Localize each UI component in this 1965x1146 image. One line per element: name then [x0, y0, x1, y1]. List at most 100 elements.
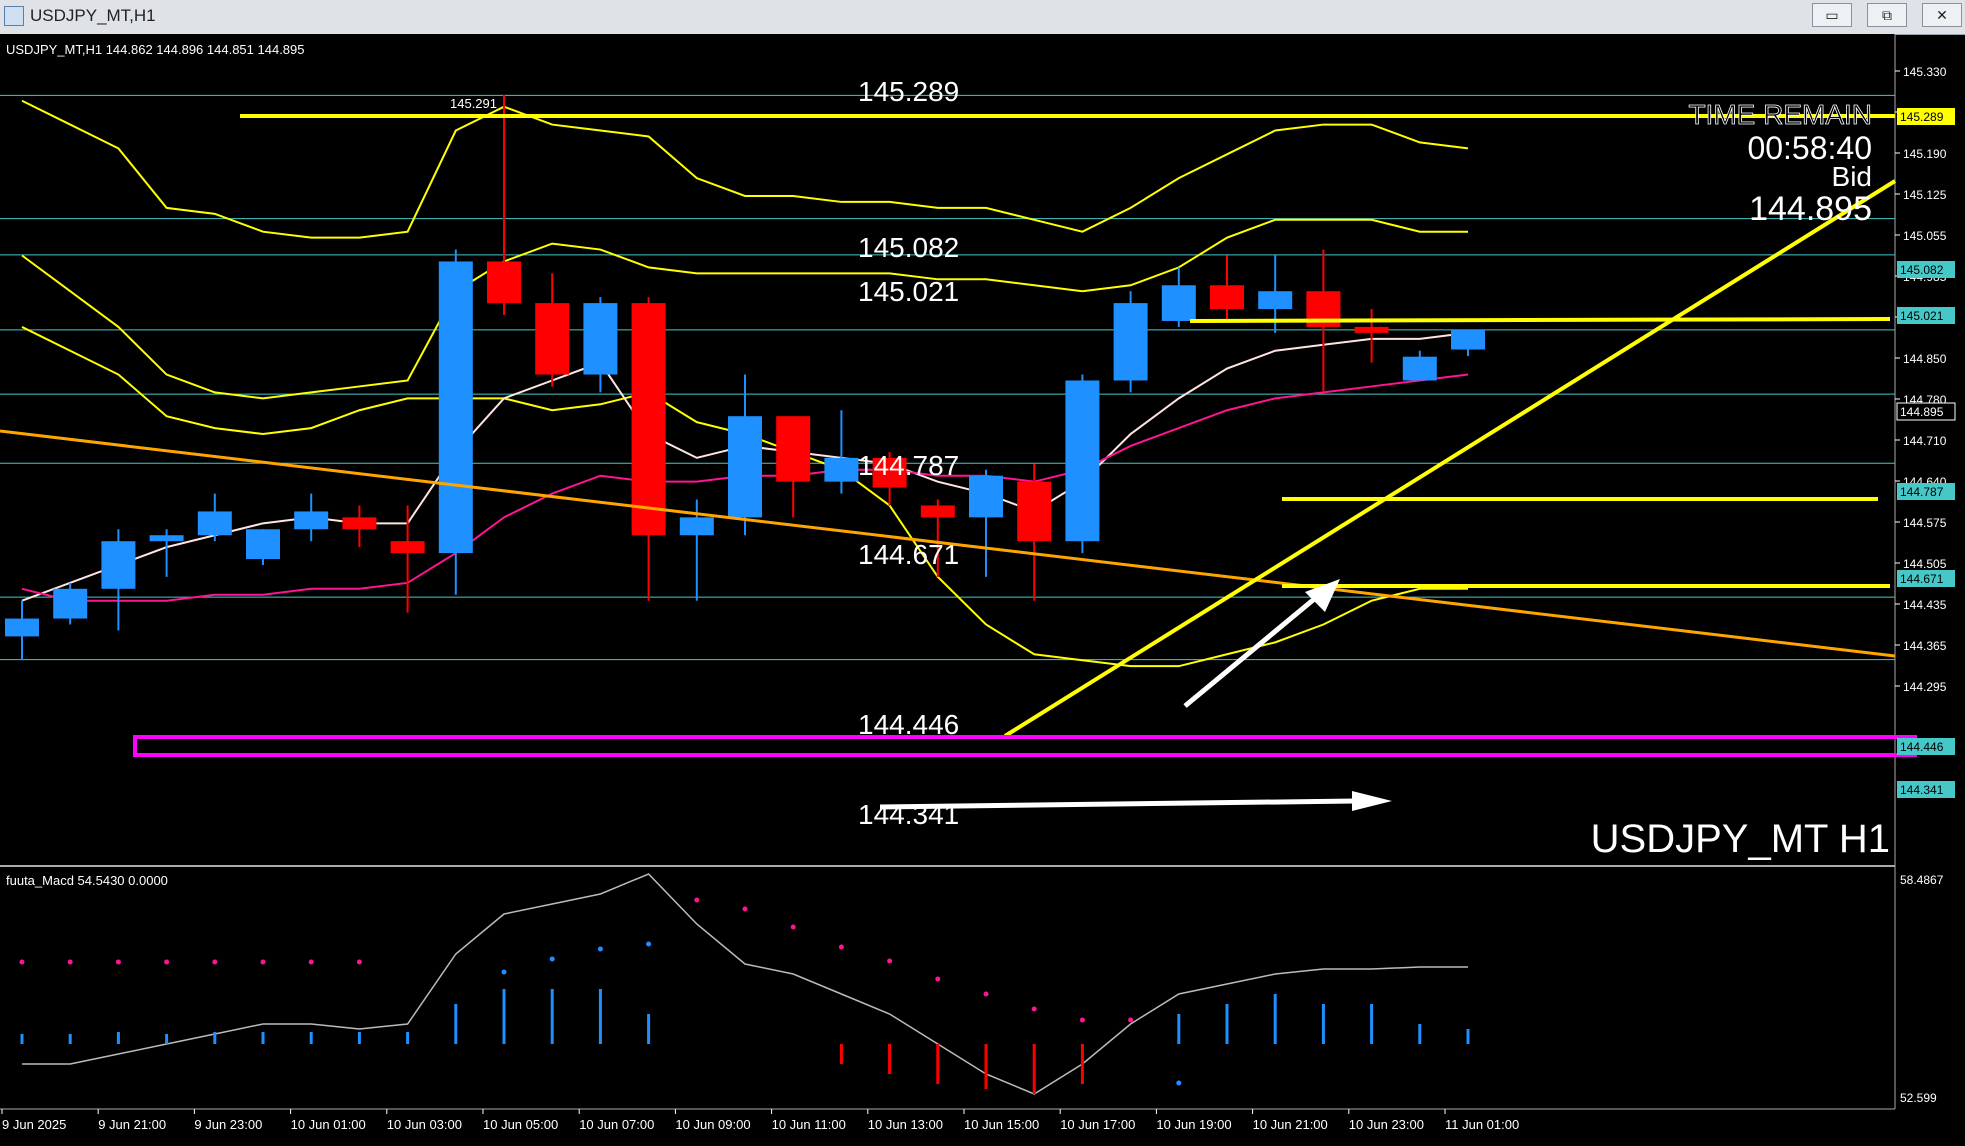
price-tag-box	[1897, 738, 1955, 755]
candle-up[interactable]	[197, 511, 232, 536]
candle-up[interactable]	[294, 511, 329, 530]
up-arrow-head	[1305, 579, 1340, 612]
macd-signal-line	[22, 873, 1468, 1095]
candle-up[interactable]	[728, 416, 762, 518]
close-button[interactable]: ✕	[1922, 3, 1962, 27]
macd-signal-dot	[212, 959, 218, 965]
price-axis-tick-label: 145.125	[1903, 188, 1947, 202]
time-axis-label: 10 Jun 11:00	[772, 1117, 846, 1132]
candle-up[interactable]	[246, 529, 280, 560]
candle-up[interactable]	[1402, 356, 1437, 381]
chart-area[interactable]: 145.289 145.082 145.021 144.787 144.671 144.4…	[0, 34, 1965, 1141]
candle-up[interactable]	[679, 517, 714, 536]
candle-down[interactable]	[776, 416, 811, 482]
resistance-line-145021[interactable]	[1189, 317, 1891, 323]
middle-band-line	[21, 218, 1468, 400]
candle-up[interactable]	[1258, 291, 1293, 310]
right-arrow-line[interactable]	[879, 798, 1356, 810]
price-tag-box	[1897, 307, 1955, 324]
time-axis-label: 10 Jun 07:00	[579, 1117, 654, 1132]
candle-down[interactable]	[1354, 326, 1389, 333]
price-chart[interactable]: 145.289 145.082 145.021 144.787 144.671 144.4…	[0, 34, 1965, 1141]
price-tag-label: 144.341	[1900, 783, 1944, 797]
candle-up[interactable]	[969, 475, 1003, 518]
candle-up[interactable]	[1451, 329, 1485, 350]
descending-trendline[interactable]	[0, 429, 1896, 658]
level-label: 145.289	[858, 76, 959, 107]
macd-signal-dot	[1128, 1017, 1134, 1023]
candle-down[interactable]	[390, 541, 425, 554]
macd-signal-dot	[1031, 1006, 1037, 1012]
macd-signal-dot	[501, 969, 507, 975]
macd-signal-dot	[838, 944, 844, 950]
bid-label: Bid	[1832, 161, 1872, 192]
candle-down[interactable]	[487, 261, 521, 304]
candle-up[interactable]	[1161, 285, 1196, 321]
time-axis-label: 9 Jun 21:00	[98, 1117, 166, 1132]
candle-down[interactable]	[342, 517, 377, 530]
candle-down[interactable]	[535, 303, 570, 375]
candle-up[interactable]	[149, 535, 184, 542]
minimize-button[interactable]: ▭	[1812, 3, 1852, 27]
time-axis-label: 9 Jun 2025	[2, 1117, 66, 1132]
time-remain-value: 00:58:40	[1747, 130, 1872, 166]
price-axis-tick-label: 144.850	[1903, 352, 1947, 366]
macd-signal-dot	[115, 959, 121, 965]
window-title: USDJPY_MT,H1	[30, 6, 156, 25]
macd-signal-dot	[1079, 1017, 1085, 1023]
time-axis-label: 10 Jun 03:00	[387, 1117, 462, 1132]
chart-watermark: USDJPY_MT H1	[1591, 817, 1890, 861]
candle-up[interactable]	[1113, 303, 1148, 381]
candle-up[interactable]	[824, 457, 859, 482]
time-remain-label: TIME REMAIN	[1688, 99, 1872, 130]
candle-up[interactable]	[1065, 380, 1100, 542]
candle-down[interactable]	[1017, 481, 1052, 542]
candle-up[interactable]	[583, 303, 618, 375]
up-arrow-line[interactable]	[1183, 584, 1332, 708]
ascending-trendline[interactable]	[1003, 179, 1897, 738]
price-tag-label: 145.289	[1900, 110, 1944, 124]
time-axis-label: 10 Jun 23:00	[1349, 1117, 1424, 1132]
candle-down[interactable]	[631, 303, 666, 536]
macd-signal-dot	[1176, 1080, 1182, 1086]
level-label: 145.082	[858, 232, 959, 263]
level-label: 144.341	[858, 799, 959, 830]
time-axis-label: 10 Jun 17:00	[1060, 1117, 1135, 1132]
candle-down[interactable]	[872, 457, 907, 488]
level-label: 145.021	[858, 276, 959, 307]
macd-signal-dot	[935, 976, 941, 982]
price-tag-label: 144.671	[1900, 572, 1944, 586]
time-axis-label: 10 Jun 09:00	[675, 1117, 750, 1132]
price-tag-label: 145.082	[1900, 263, 1944, 277]
price-axis-tick-label: 144.710	[1903, 434, 1947, 448]
restore-button[interactable]: ⧉	[1867, 3, 1907, 27]
macd-signal-dot	[790, 924, 796, 930]
candle-up[interactable]	[438, 261, 473, 554]
time-axis-label: 10 Jun 13:00	[868, 1117, 943, 1132]
macd-signal-dot	[308, 959, 314, 965]
indicator-axis-bottom: 52.599	[1900, 1091, 1937, 1105]
price-tag-box	[1897, 261, 1955, 278]
price-axis-tick-label: 144.295	[1903, 680, 1947, 694]
level-label: 144.671	[858, 539, 959, 570]
macd-signal-dot	[646, 941, 652, 947]
macd-signal-dot	[260, 959, 266, 965]
macd-signal-dot	[549, 956, 555, 962]
candle-up[interactable]	[5, 618, 39, 637]
macd-signal-dot	[742, 906, 748, 912]
upper-band-line	[21, 99, 1469, 239]
price-axis-tick-label: 145.190	[1903, 147, 1947, 161]
macd-signal-dot	[597, 946, 603, 952]
candle-up[interactable]	[101, 541, 136, 589]
time-axis-label: 10 Jun 15:00	[964, 1117, 1039, 1132]
macd-signal-dot	[19, 959, 25, 965]
price-tag-box	[1897, 570, 1955, 587]
title-bar: USDJPY_MT,H1 ▭ ⧉ ✕	[0, 0, 1965, 35]
level-label: 144.446	[858, 709, 959, 740]
candle-down[interactable]	[920, 505, 955, 518]
candle-up[interactable]	[53, 588, 88, 619]
main-pane	[0, 34, 1895, 866]
candle-down[interactable]	[1210, 285, 1244, 310]
time-axis-label: 9 Jun 23:00	[194, 1117, 262, 1132]
price-axis-tick-label: 144.365	[1903, 639, 1947, 653]
